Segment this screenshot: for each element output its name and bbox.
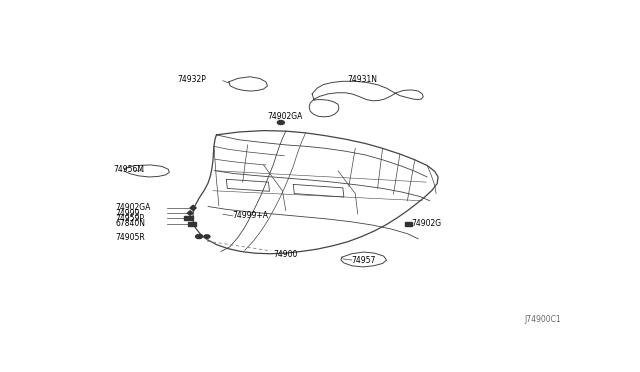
Circle shape [196, 235, 202, 238]
Polygon shape [190, 205, 196, 211]
Text: 74905R: 74905R [116, 232, 145, 242]
Text: 74900: 74900 [273, 250, 298, 259]
Text: 74999: 74999 [116, 209, 140, 218]
Text: 67840N: 67840N [116, 219, 146, 228]
Text: 74902GA: 74902GA [116, 203, 151, 212]
Text: 74902G: 74902G [412, 219, 442, 228]
Text: 74959P: 74959P [116, 214, 145, 223]
Polygon shape [188, 211, 193, 215]
Text: 74932P: 74932P [178, 75, 207, 84]
Text: 74999+A: 74999+A [233, 211, 269, 221]
Circle shape [204, 235, 210, 238]
Text: 74902GA: 74902GA [268, 112, 303, 121]
Text: J74900C1: J74900C1 [525, 315, 561, 324]
Bar [184, 216, 193, 220]
Bar [188, 222, 196, 226]
Text: 74956M: 74956M [114, 165, 145, 174]
Circle shape [277, 121, 284, 125]
Text: 74957: 74957 [352, 256, 376, 264]
Bar [405, 222, 412, 225]
Text: 74931N: 74931N [347, 75, 377, 84]
